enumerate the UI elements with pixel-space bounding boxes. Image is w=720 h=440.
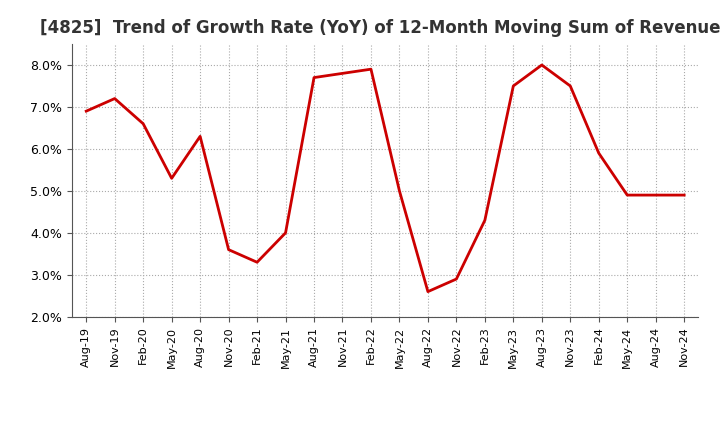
- Title: [4825]  Trend of Growth Rate (YoY) of 12-Month Moving Sum of Revenues: [4825] Trend of Growth Rate (YoY) of 12-…: [40, 19, 720, 37]
